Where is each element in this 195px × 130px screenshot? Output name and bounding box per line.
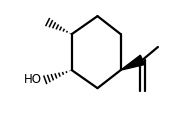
Polygon shape [121,55,145,70]
Text: HO: HO [24,73,42,86]
